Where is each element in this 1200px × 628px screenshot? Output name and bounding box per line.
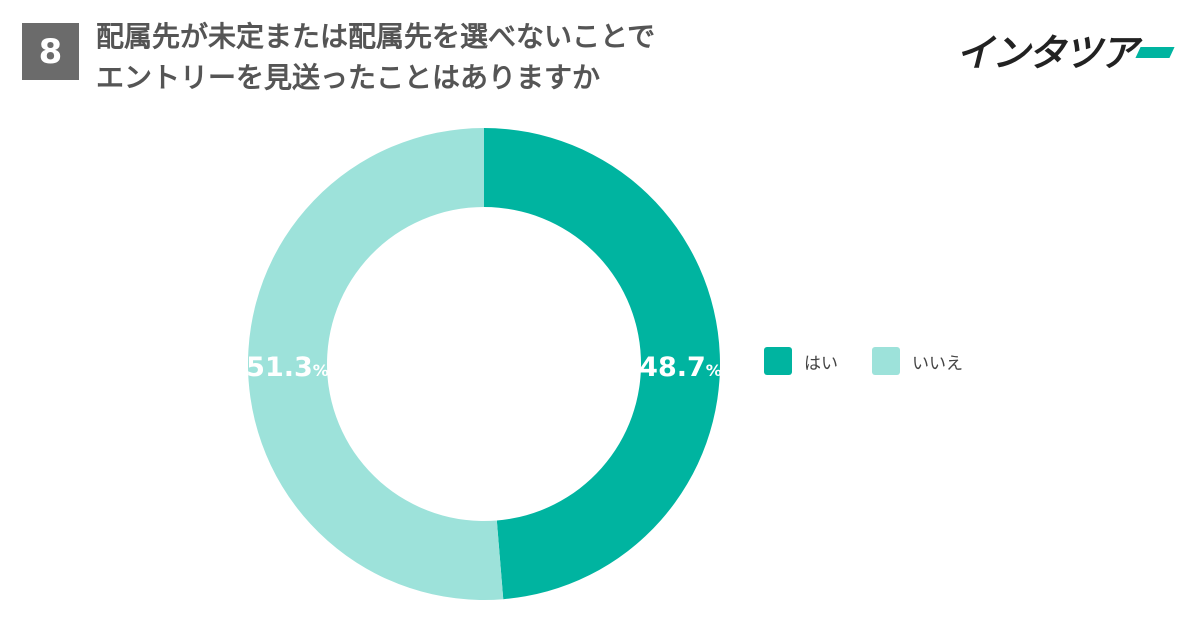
legend-item-no: いいえ [872, 347, 963, 375]
question-title: 配属先が未定または配属先を選べないことで エントリーを見送ったことはありますか [96, 16, 655, 98]
brand-logo-text: インタツア [955, 31, 1138, 75]
donut-slice-yes [484, 128, 720, 600]
question-title-line-1: 配属先が未定または配属先を選べないことで [96, 20, 656, 53]
legend-label-no: いいえ [912, 353, 963, 374]
donut-value-label-yes: 48.7% [639, 352, 722, 383]
donut-value-labels: 48.7% 51.3% [246, 352, 722, 383]
chart-legend: はい いいえ [764, 347, 997, 375]
donut-slice-no [247, 128, 504, 600]
donut-slices [247, 128, 720, 600]
legend-swatch-yes [764, 347, 792, 375]
question-number-badge: 8 [22, 23, 79, 80]
donut-value-label-no: 51.3% [246, 352, 329, 383]
legend-item-yes: はい [764, 347, 838, 375]
legend-swatch-no [872, 347, 900, 375]
question-title-line-2: エントリーを見送ったことはありますか [96, 61, 601, 94]
question-number: 8 [38, 31, 63, 72]
brand-logo: インタツア [955, 22, 1175, 77]
legend-label-yes: はい [804, 353, 838, 374]
